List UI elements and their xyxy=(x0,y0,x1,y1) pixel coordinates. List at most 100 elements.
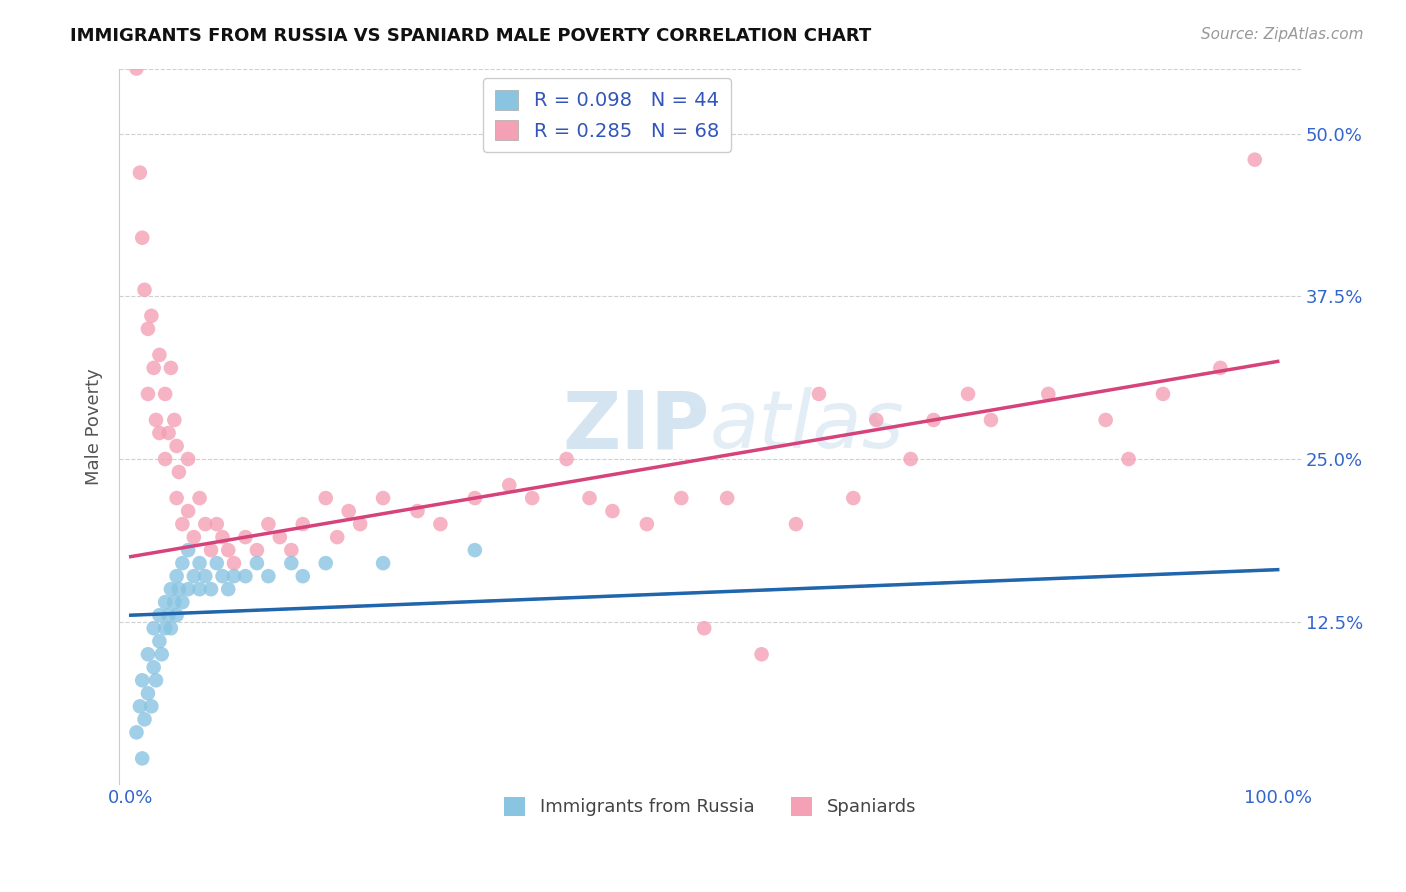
Point xyxy=(183,569,205,583)
Point xyxy=(315,491,337,505)
Point xyxy=(498,478,520,492)
Point xyxy=(153,595,176,609)
Point xyxy=(148,608,170,623)
Point xyxy=(167,465,190,479)
Point xyxy=(371,491,394,505)
Point xyxy=(153,387,176,401)
Point xyxy=(134,283,156,297)
Point xyxy=(172,556,194,570)
Point xyxy=(371,556,394,570)
Point xyxy=(166,569,188,583)
Point xyxy=(142,360,165,375)
Point xyxy=(141,699,163,714)
Point xyxy=(131,673,153,688)
Point xyxy=(142,621,165,635)
Point xyxy=(406,504,429,518)
Point xyxy=(205,517,228,532)
Point xyxy=(337,504,360,518)
Point xyxy=(693,621,716,635)
Point xyxy=(166,439,188,453)
Point xyxy=(148,348,170,362)
Point xyxy=(131,751,153,765)
Legend: Immigrants from Russia, Spaniards: Immigrants from Russia, Spaniards xyxy=(495,789,925,825)
Point xyxy=(125,725,148,739)
Point xyxy=(163,413,186,427)
Point xyxy=(145,673,167,688)
Point xyxy=(148,425,170,440)
Point xyxy=(217,543,239,558)
Point xyxy=(246,543,269,558)
Point xyxy=(177,543,200,558)
Point xyxy=(166,608,188,623)
Point xyxy=(464,491,486,505)
Point xyxy=(163,595,186,609)
Point xyxy=(166,491,188,505)
Point xyxy=(148,634,170,648)
Point xyxy=(217,582,239,597)
Point xyxy=(257,517,280,532)
Point xyxy=(1209,360,1232,375)
Point xyxy=(129,699,152,714)
Point xyxy=(291,517,314,532)
Point xyxy=(136,647,159,661)
Point xyxy=(131,231,153,245)
Point xyxy=(716,491,738,505)
Point xyxy=(464,543,486,558)
Point xyxy=(188,582,211,597)
Point xyxy=(522,491,544,505)
Point xyxy=(751,647,773,661)
Point xyxy=(922,413,945,427)
Point xyxy=(188,556,211,570)
Point xyxy=(145,413,167,427)
Text: ZIP: ZIP xyxy=(562,387,710,466)
Point xyxy=(142,660,165,674)
Point xyxy=(807,387,830,401)
Point xyxy=(842,491,865,505)
Point xyxy=(172,595,194,609)
Point xyxy=(153,621,176,635)
Point xyxy=(136,686,159,700)
Point xyxy=(900,452,922,467)
Point xyxy=(636,517,658,532)
Point xyxy=(153,452,176,467)
Point xyxy=(280,543,302,558)
Point xyxy=(188,491,211,505)
Point xyxy=(326,530,349,544)
Point xyxy=(134,712,156,726)
Point xyxy=(269,530,291,544)
Point xyxy=(222,569,245,583)
Point xyxy=(211,569,233,583)
Point xyxy=(602,504,624,518)
Point xyxy=(315,556,337,570)
Point xyxy=(980,413,1002,427)
Point xyxy=(1243,153,1265,167)
Point xyxy=(157,608,180,623)
Point xyxy=(129,166,152,180)
Point xyxy=(280,556,302,570)
Point xyxy=(136,387,159,401)
Point xyxy=(257,569,280,583)
Point xyxy=(429,517,451,532)
Point xyxy=(177,582,200,597)
Point xyxy=(200,582,222,597)
Point xyxy=(956,387,979,401)
Point xyxy=(349,517,371,532)
Point xyxy=(671,491,693,505)
Point xyxy=(200,543,222,558)
Point xyxy=(160,621,183,635)
Point xyxy=(1118,452,1140,467)
Y-axis label: Male Poverty: Male Poverty xyxy=(86,368,103,485)
Point xyxy=(194,569,217,583)
Point xyxy=(172,517,194,532)
Point xyxy=(205,556,228,570)
Point xyxy=(555,452,578,467)
Point xyxy=(125,62,148,76)
Point xyxy=(177,452,200,467)
Text: Source: ZipAtlas.com: Source: ZipAtlas.com xyxy=(1201,27,1364,42)
Point xyxy=(222,556,245,570)
Point xyxy=(150,647,173,661)
Point xyxy=(167,582,190,597)
Point xyxy=(157,425,180,440)
Point xyxy=(1038,387,1060,401)
Point xyxy=(194,517,217,532)
